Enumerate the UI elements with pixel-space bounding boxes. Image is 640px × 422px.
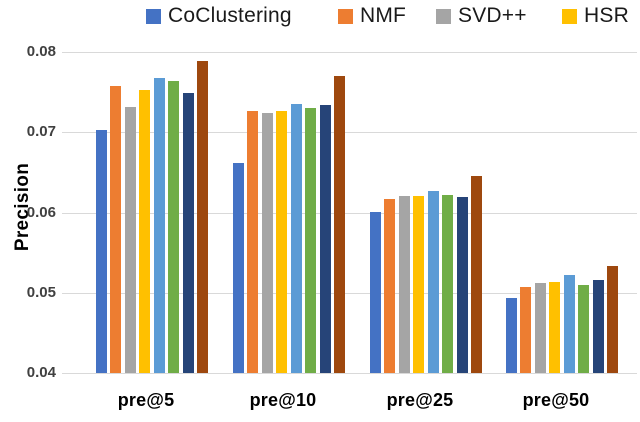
- bar-hsr: [276, 111, 288, 373]
- bar-nmf: [110, 86, 122, 373]
- bar-svd: [534, 283, 546, 373]
- bar-group-pre5: [96, 52, 208, 373]
- bar-9E480E: [606, 266, 618, 373]
- bar-svd: [124, 107, 136, 373]
- gridline: [62, 212, 637, 214]
- gridline: [62, 373, 637, 374]
- bar-svd: [261, 113, 273, 373]
- bar-nmf: [247, 111, 259, 373]
- legend-swatch-icon: [562, 8, 577, 24]
- bar-264478: [319, 105, 331, 373]
- bar-coclustering: [370, 212, 381, 373]
- bar-coclustering: [96, 130, 107, 373]
- bar-9E480E: [196, 61, 208, 373]
- y-tick-label: 0.06: [26, 203, 56, 221]
- bar-9E480E: [333, 76, 345, 373]
- bar-group-pre25: [370, 52, 482, 373]
- legend-label: SVD++: [458, 4, 527, 27]
- bar-group-pre50: [506, 52, 618, 373]
- bar-70AD47: [442, 195, 454, 373]
- bar-nmf: [384, 199, 396, 373]
- bar-70AD47: [305, 108, 317, 373]
- bar-hsr: [139, 90, 151, 373]
- legend-item-hsr: HSR: [562, 5, 629, 27]
- y-tick-label: 0.08: [26, 43, 56, 60]
- gridline: [62, 292, 637, 294]
- y-tick-label: 0.07: [26, 123, 56, 141]
- bar-264478: [182, 93, 194, 373]
- bar-264478: [592, 280, 604, 373]
- bar-svd: [398, 196, 410, 373]
- plot-area: [62, 52, 637, 374]
- bar-hsr: [549, 282, 561, 373]
- bar-coclustering: [233, 163, 244, 373]
- bar-coclustering: [506, 298, 517, 373]
- bar-264478: [456, 197, 468, 373]
- x-category-label-pre10: pre@10: [249, 390, 317, 410]
- chart-legend: CoClustering NMF SVD++ HSR: [0, 0, 640, 32]
- bar-nmf: [520, 287, 532, 373]
- bar-70AD47: [578, 285, 590, 373]
- x-category-label-pre5: pre@5: [117, 390, 175, 410]
- legend-label: CoClustering: [168, 4, 292, 27]
- x-category-label-pre25: pre@25: [386, 390, 454, 410]
- y-tick-label: 0.05: [26, 283, 56, 301]
- x-category-label-pre50: pre@50: [522, 390, 590, 410]
- y-tick-label: 0.04: [26, 364, 56, 381]
- bar-70AD47: [168, 81, 180, 373]
- bar-hsr: [413, 196, 425, 373]
- bar-5B9BD5: [290, 104, 302, 373]
- gridline: [62, 132, 637, 134]
- legend-label: HSR: [584, 4, 629, 27]
- legend-swatch-icon: [436, 8, 451, 24]
- bar-5B9BD5: [563, 275, 575, 373]
- legend-label: NMF: [360, 4, 407, 27]
- gridline: [62, 52, 637, 53]
- legend-item-nmf: NMF: [338, 5, 406, 27]
- bar-5B9BD5: [153, 78, 165, 373]
- legend-swatch-icon: [338, 8, 353, 24]
- bar-group-pre10: [233, 52, 345, 373]
- legend-swatch-icon: [146, 8, 161, 24]
- bar-9E480E: [470, 176, 482, 373]
- legend-item-coclustering: CoClustering: [146, 5, 292, 27]
- bar-5B9BD5: [427, 191, 439, 373]
- legend-item-svd: SVD++: [436, 5, 527, 27]
